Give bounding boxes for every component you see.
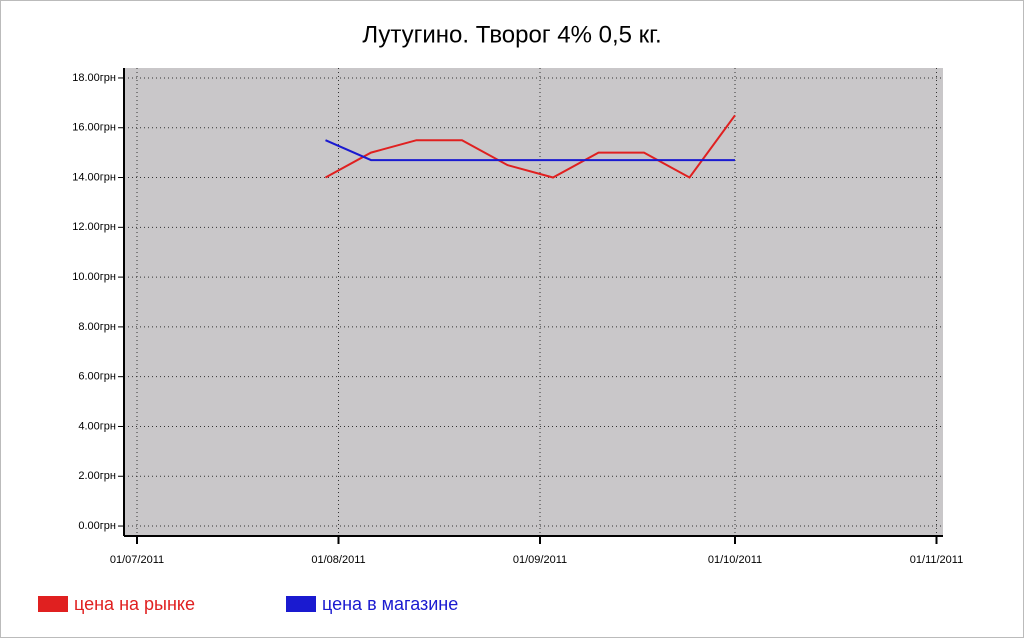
- legend-label: цена на рынке: [74, 594, 195, 614]
- y-tick-label: 12.00грн: [72, 221, 116, 233]
- y-tick-label: 4.00грн: [78, 420, 116, 432]
- x-tick-label: 01/11/2011: [910, 554, 963, 566]
- chart-title: Лутугино. Творог 4% 0,5 кг.: [362, 21, 661, 48]
- y-tick-label: 0.00грн: [78, 520, 116, 532]
- x-tick-label: 01/09/2011: [513, 554, 567, 566]
- y-tick-label: 16.00грн: [72, 122, 116, 134]
- x-tick-label: 01/10/2011: [708, 554, 762, 566]
- y-tick-label: 18.00грн: [72, 72, 116, 84]
- y-tick-label: 2.00грн: [78, 470, 116, 482]
- y-tick-label: 14.00грн: [72, 171, 116, 183]
- legend-swatch: [286, 596, 316, 612]
- y-tick-label: 6.00грн: [78, 371, 116, 383]
- data-line: [325, 139, 735, 162]
- y-tick-label: 10.00грн: [72, 271, 116, 283]
- x-tick-label: 01/07/2011: [110, 554, 164, 566]
- legend-swatch: [38, 596, 68, 612]
- x-tick-label: 01/08/2011: [311, 554, 365, 566]
- legend-label: цена в магазине: [322, 594, 458, 614]
- plot-area: [124, 68, 943, 536]
- data-line: [325, 114, 736, 179]
- y-tick-label: 8.00грн: [78, 321, 116, 333]
